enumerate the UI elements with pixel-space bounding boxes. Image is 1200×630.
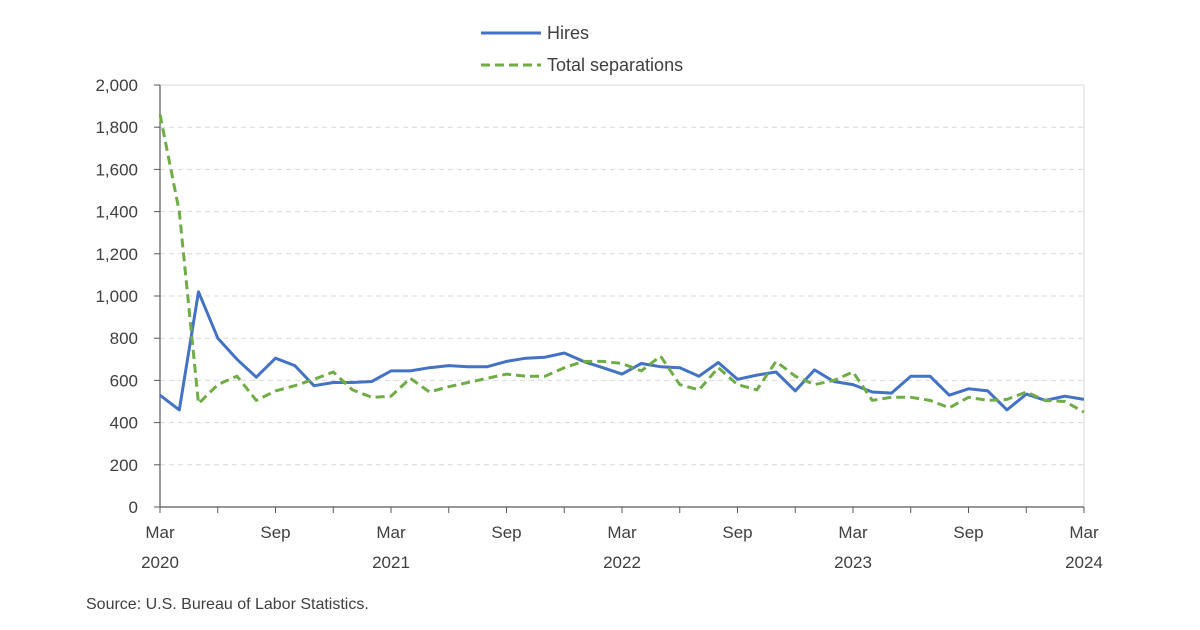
x-tick-year-label: 2023 — [834, 553, 872, 572]
y-tick-label: 600 — [110, 371, 138, 390]
y-tick-label: 1,600 — [95, 160, 138, 179]
legend: Hires Total separations — [481, 23, 683, 75]
x-tick-label: Mar — [376, 523, 406, 542]
x-tick-label: Mar — [607, 523, 637, 542]
x-tick-year-label: 2022 — [603, 553, 641, 572]
x-tick-label: Mar — [1069, 523, 1099, 542]
y-axis-tick-labels: 0 200 400 600 800 1,000 1,200 1,400 1,600 1,800 2,… — [95, 76, 138, 517]
y-tick-label: 2,000 — [95, 76, 138, 95]
x-tick-year-label: 2021 — [372, 553, 410, 572]
series-line-hires — [159, 290, 1085, 412]
y-tick-label: 400 — [110, 414, 138, 433]
x-tick-year-label: 2020 — [141, 553, 179, 572]
x-tick-year-label: 2024 — [1065, 553, 1103, 572]
x-tick-label: Sep — [260, 523, 290, 542]
axes — [154, 84, 1085, 513]
gridlines — [160, 84, 1084, 466]
x-tick-label: Sep — [491, 523, 521, 542]
series-line-total-separations — [158, 114, 1085, 414]
y-tick-label: 1,000 — [95, 287, 138, 306]
y-tick-label: 1,800 — [95, 118, 138, 137]
y-tick-label: 200 — [110, 456, 138, 475]
x-tick-label: Mar — [145, 523, 175, 542]
x-tick-label: Sep — [722, 523, 752, 542]
legend-label-total-separations: Total separations — [547, 55, 683, 75]
y-tick-label: 800 — [110, 329, 138, 348]
series-lines — [158, 114, 1085, 414]
x-tick-label: Mar — [838, 523, 868, 542]
source-note: Source: U.S. Bureau of Labor Statistics. — [86, 596, 369, 613]
y-tick-label: 1,400 — [95, 203, 138, 222]
y-tick-label: 1,200 — [95, 245, 138, 264]
y-tick-label: 0 — [129, 498, 138, 517]
legend-label-hires: Hires — [547, 23, 589, 43]
x-tick-label: Sep — [953, 523, 983, 542]
x-axis-tick-labels: Mar 2020 Sep Mar 2021 Sep Mar 2022 Sep Mar 2023 Sep… — [141, 523, 1103, 572]
